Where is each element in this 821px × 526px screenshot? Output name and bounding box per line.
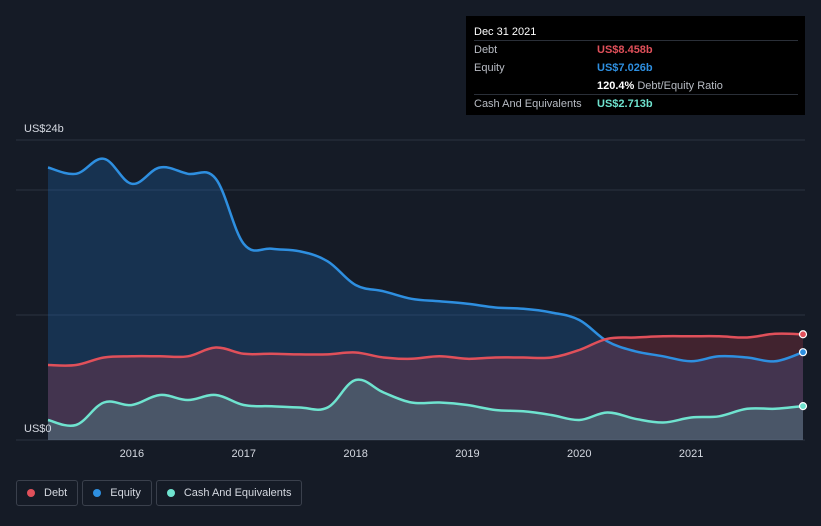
gridlines [16, 139, 805, 441]
legend: Debt Equity Cash And Equivalents [16, 480, 303, 506]
series-endpoints [798, 330, 808, 411]
debt-line [47, 332, 804, 367]
tooltip: Dec 31 2021 Debt US$8.458b Equity US$7.0… [466, 16, 805, 115]
cash-area [48, 379, 803, 440]
equity-dot-icon [93, 489, 102, 497]
legend-item-cash[interactable]: Cash And Equivalents [155, 480, 303, 506]
tooltip-equity-row: Equity US$7.026b [474, 58, 798, 76]
tooltip-ratio-value: 120.4% [597, 79, 635, 92]
equity-line [47, 157, 804, 363]
legend-debt-label: Debt [44, 487, 68, 499]
cash-endpoint [798, 401, 808, 411]
x-tick-label: 2017 [231, 448, 255, 460]
equity-endpoint [798, 348, 808, 357]
cash-dot-icon [166, 489, 175, 497]
x-axis-ticks: 2016 2017 2018 2019 2020 2021 [120, 448, 704, 460]
y-axis-bottom-label: US$0 [24, 423, 52, 435]
tooltip-date: Dec 31 2021 [474, 26, 537, 38]
tooltip-cash-label: Cash And Equivalents [474, 97, 582, 110]
tooltip-equity-value: US$7.026b [597, 61, 653, 74]
legend-item-debt[interactable]: Debt [16, 480, 79, 506]
tooltip-debt-row: Debt US$8.458b [474, 40, 798, 58]
tooltip-ratio-label: Debt/Equity Ratio [637, 79, 723, 92]
tooltip-cash-row: Cash And Equivalents US$2.713b [474, 94, 798, 112]
x-tick-label: 2021 [679, 448, 703, 460]
legend-cash-label: Cash And Equivalents [183, 487, 292, 499]
cash-line [47, 378, 804, 427]
legend-equity-label: Equity [110, 487, 141, 499]
x-tick-label: 2019 [455, 448, 479, 460]
tooltip-debt-value: US$8.458b [597, 43, 653, 56]
series-lines [47, 157, 804, 427]
x-tick-label: 2018 [343, 448, 367, 460]
debt-dot-icon [27, 489, 35, 497]
equity-area [48, 158, 803, 440]
x-tick-label: 2016 [120, 448, 144, 460]
tooltip-debt-label: Debt [474, 43, 498, 56]
x-tick-label: 2020 [567, 448, 591, 460]
tooltip-cash-value: US$2.713b [597, 97, 653, 110]
legend-item-equity[interactable]: Equity [82, 480, 152, 506]
debt-endpoint [798, 330, 808, 339]
tooltip-ratio-row: 120.4% Debt/Equity Ratio [474, 76, 798, 94]
y-axis-top-label: US$24b [24, 123, 64, 135]
tooltip-equity-label: Equity [474, 61, 505, 74]
